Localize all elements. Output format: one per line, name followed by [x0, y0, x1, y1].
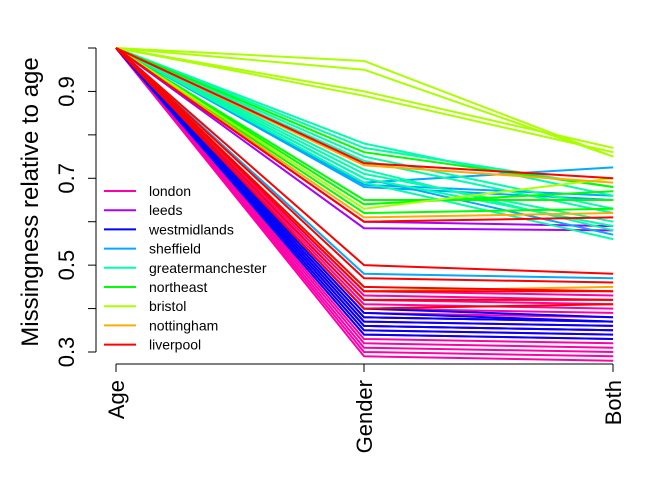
legend-label-leeds: leeds	[149, 202, 182, 218]
y-tick-label-4: 0.7	[54, 163, 79, 194]
x-tick-label-both: Both	[601, 380, 626, 425]
series-line-liverpool-5	[115, 47, 613, 301]
axes: 0.3 0.5 0.7 0.9 Age Gender Both	[54, 47, 626, 453]
y-tick-label-2: 0.5	[54, 250, 79, 281]
series-line-london-12	[115, 47, 614, 310]
series-line-liverpool-3	[115, 47, 614, 293]
series-line-northeast-0	[115, 47, 614, 188]
series-line-bristol-1	[115, 47, 614, 158]
series-line-greatermanchester-0	[115, 47, 614, 197]
y-axis-title: Missingness relative to age	[17, 57, 44, 346]
series-line-liverpool-1	[115, 47, 614, 275]
series-line-greatermanchester-1	[115, 47, 614, 210]
series-line-london-14	[115, 47, 614, 301]
legend-label-northeast: northeast	[149, 279, 207, 295]
series-line-northeast-1	[115, 47, 614, 215]
series-line-liverpool-7	[115, 47, 614, 223]
x-tick-label-age: Age	[104, 380, 129, 419]
x-tick-label-gender: Gender	[352, 380, 377, 453]
series-line-leeds-0	[115, 47, 614, 232]
series-line-liverpool-4	[115, 47, 613, 293]
series-line-northeast-3	[115, 47, 614, 206]
series-line-sheffield-2	[115, 47, 614, 280]
legend-label-sheffield: sheffield	[149, 241, 201, 257]
legend-label-london: london	[149, 183, 191, 199]
legend-label-greatermanchester: greatermanchester	[149, 260, 267, 276]
legend-label-nottingham: nottingham	[149, 317, 218, 333]
legend-label-bristol: bristol	[149, 298, 186, 314]
legend: london leeds westmidlands sheffield greaterm…	[104, 183, 267, 353]
y-tick-label-0: 0.3	[54, 337, 79, 368]
series-line-liverpool-6	[115, 47, 614, 310]
series-lines	[115, 47, 614, 362]
legend-label-westmidlands: westmidlands	[148, 221, 234, 237]
series-line-bristol-3	[115, 47, 614, 154]
series-line-nottingham-1	[115, 47, 614, 219]
series-line-bristol-4	[115, 47, 614, 210]
series-line-bristol-2	[115, 47, 614, 149]
legend-label-liverpool: liverpool	[149, 337, 201, 353]
series-line-greatermanchester-6	[115, 47, 614, 241]
series-line-liverpool-0	[115, 47, 614, 180]
y-tick-label-6: 0.9	[54, 76, 79, 107]
series-line-liverpool-2	[115, 47, 614, 284]
series-line-westmidlands-3	[115, 47, 614, 323]
series-line-northeast-2	[115, 47, 613, 201]
series-line-greatermanchester-4	[115, 47, 614, 223]
series-line-westmidlands-6	[115, 47, 614, 340]
series-line-bristol-0	[115, 47, 614, 158]
